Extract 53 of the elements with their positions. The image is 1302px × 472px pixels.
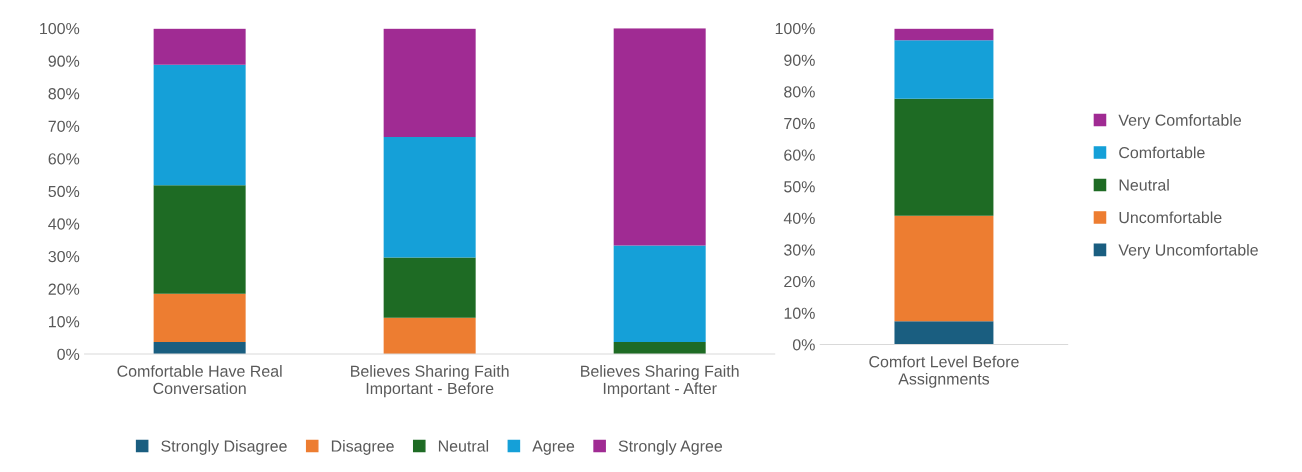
bar xyxy=(153,185,246,294)
y-tick-label: 100% xyxy=(775,22,815,35)
bar xyxy=(383,257,476,318)
y-tick-label: 40% xyxy=(48,218,80,230)
x-tick-label: Comfortable Have Real Conversation xyxy=(117,365,282,395)
y-tick-label: 50% xyxy=(784,181,815,193)
legend-label: Very Uncomfortable xyxy=(1118,243,1258,259)
bar xyxy=(894,28,994,41)
bar xyxy=(153,341,246,354)
legend-label: Agree xyxy=(532,440,575,455)
x-tick-label: Comfort Level Before Assignments xyxy=(869,355,1019,388)
y-tick-label: 80% xyxy=(784,86,815,98)
bar xyxy=(383,137,476,258)
legend-label: Strongly Agree xyxy=(618,440,723,455)
legend-label: Neutral xyxy=(1119,179,1169,191)
y-tick-label: 0% xyxy=(57,348,80,360)
y-tick-label: 80% xyxy=(48,88,80,100)
y-tick-label: 40% xyxy=(783,212,815,225)
legend-label: Uncomfortable xyxy=(1119,211,1222,224)
y-tick-label: 70% xyxy=(48,120,80,132)
y-tick-label: 20% xyxy=(784,275,815,288)
bar xyxy=(894,98,994,216)
y-tick-label: 60% xyxy=(784,149,815,161)
y-tick-label: 10% xyxy=(49,316,80,328)
bar xyxy=(153,293,246,342)
y-tick-label: 20% xyxy=(48,283,80,295)
bar xyxy=(894,215,994,322)
bar xyxy=(613,245,706,342)
y-tick-label: 70% xyxy=(784,117,815,130)
bar xyxy=(894,321,994,345)
y-tick-label: 90% xyxy=(784,54,815,66)
bar xyxy=(383,28,476,138)
y-tick-label: 100% xyxy=(40,22,80,35)
legend-label: Neutral xyxy=(438,440,489,452)
y-tick-label: 30% xyxy=(784,244,815,256)
legend-label: Comfortable xyxy=(1119,146,1205,159)
legend-label: Disagree xyxy=(331,440,394,455)
y-tick-label: 50% xyxy=(48,185,80,198)
bar xyxy=(153,28,246,65)
x-tick-label: Believes Sharing Faith Important - Before xyxy=(351,365,509,398)
y-tick-label: 0% xyxy=(792,339,815,351)
y-tick-label: 60% xyxy=(48,153,80,165)
bar xyxy=(613,28,706,246)
legend-label: Strongly Disagree xyxy=(161,440,287,455)
bar xyxy=(153,64,246,186)
y-tick-label: 30% xyxy=(48,250,80,263)
bar xyxy=(894,40,994,99)
y-tick-label: 10% xyxy=(784,307,815,319)
bar xyxy=(383,317,476,354)
legend-label: Very Comfortable xyxy=(1118,114,1242,129)
x-tick-label: Believes Sharing Faith Important - After xyxy=(581,365,739,398)
bar xyxy=(613,341,706,354)
y-tick-label: 90% xyxy=(48,55,80,67)
